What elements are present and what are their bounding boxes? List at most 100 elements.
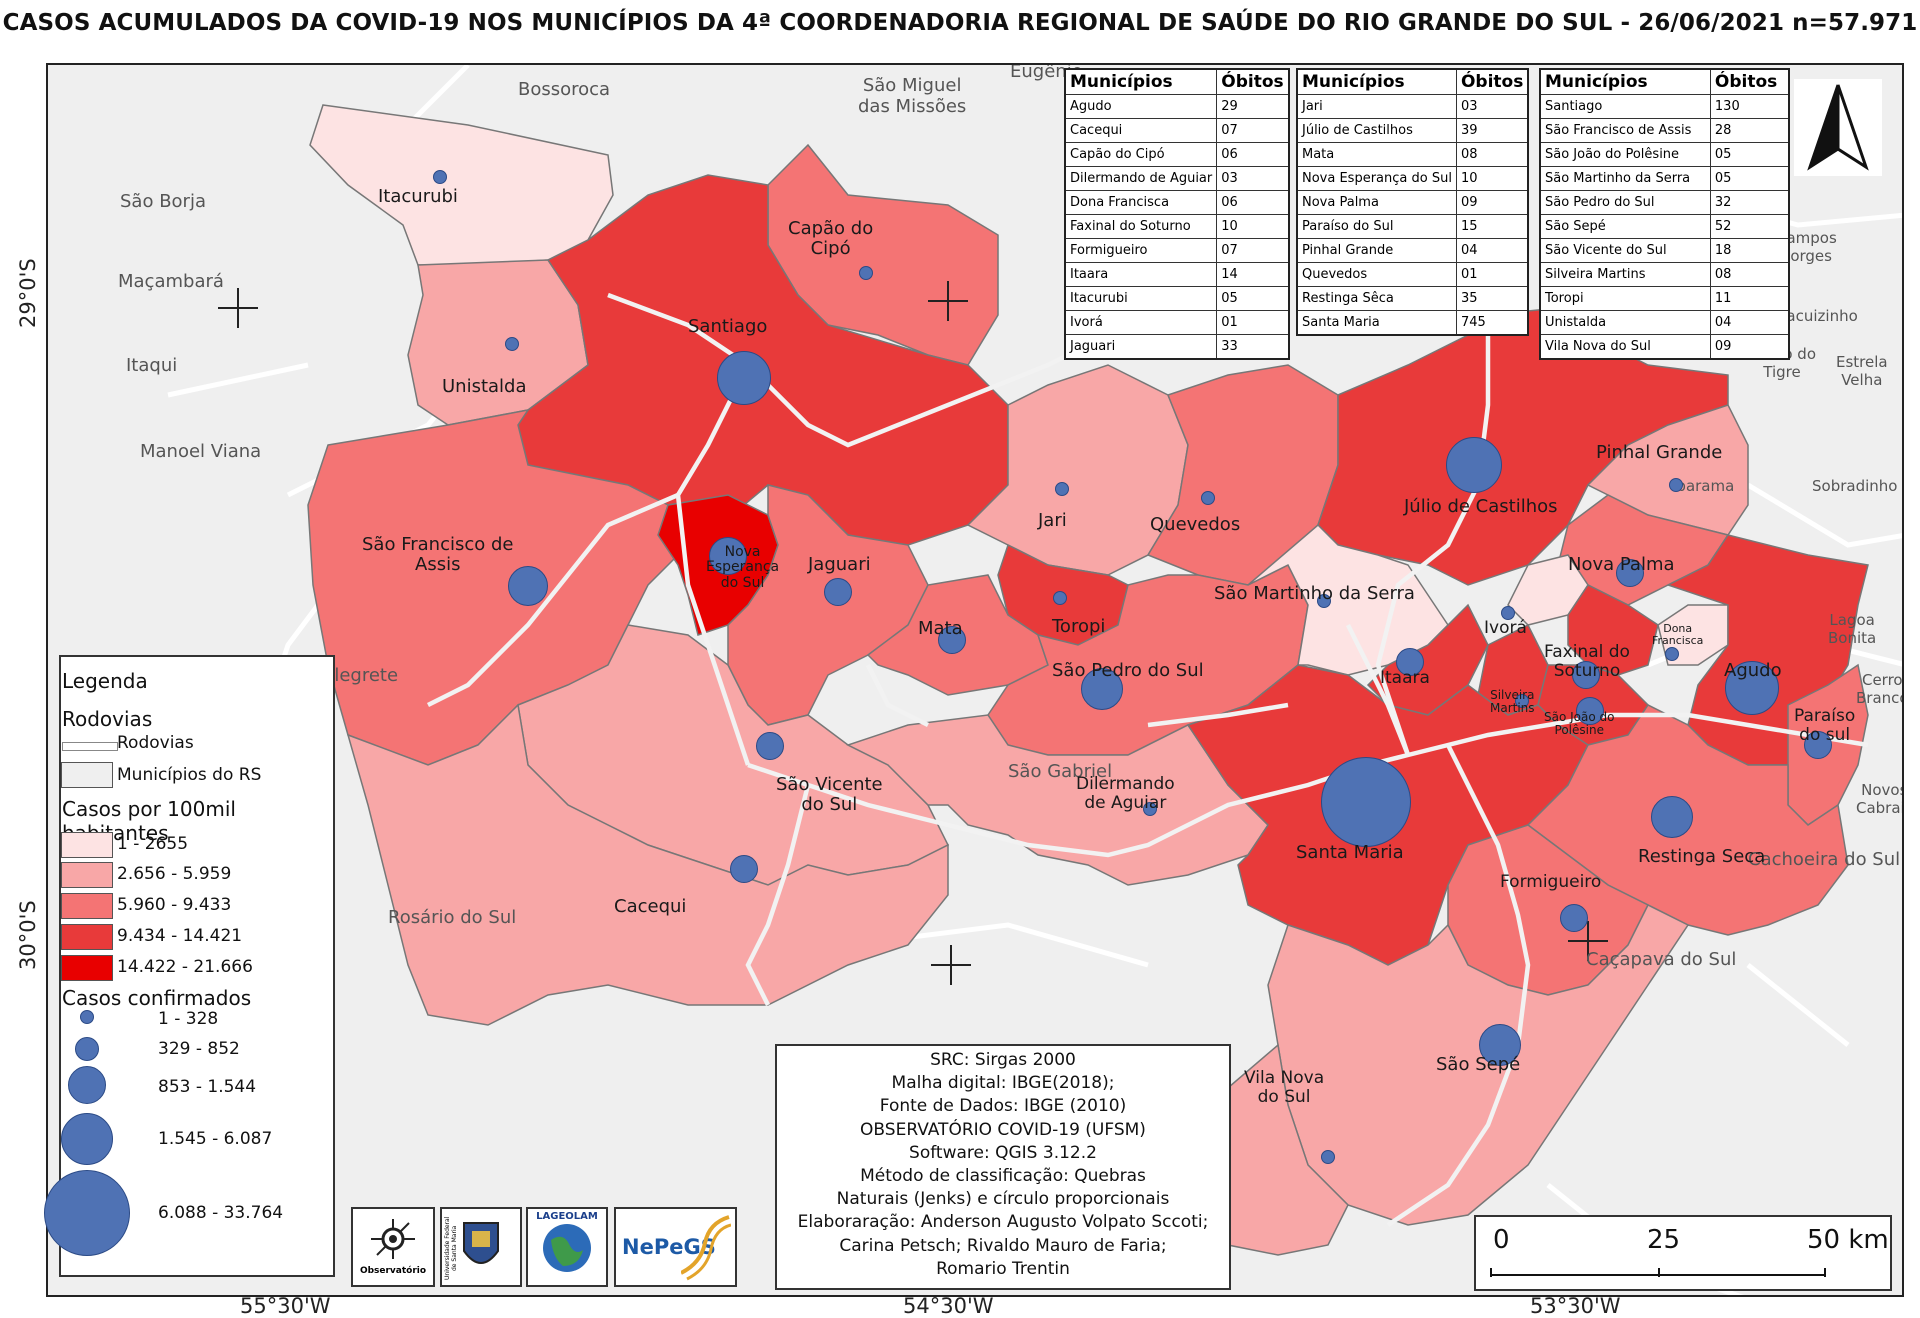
case-circle-marker[interactable] [756, 732, 784, 760]
table-cell-municipio: Nova Palma [1296, 190, 1457, 215]
legend-municipios-swatch [61, 762, 113, 788]
legend-class-label: 9.434 - 14.421 [117, 926, 243, 946]
case-circle-marker[interactable] [1804, 731, 1832, 759]
case-circle-marker[interactable] [1616, 559, 1644, 587]
scale-tick-50 [1824, 1268, 1826, 1277]
table-row: Pinhal Grande 04 [1296, 238, 1529, 263]
case-circle-marker[interactable] [1669, 478, 1683, 492]
municipio-dilermando-de-aguiar [846, 714, 1269, 886]
table-cell-obitos: 04 [1455, 238, 1529, 263]
table-cell-municipio: Itaara [1064, 262, 1218, 287]
case-circle-marker[interactable] [1317, 594, 1331, 608]
case-circle-marker[interactable] [1081, 668, 1123, 710]
table-cell-municipio: Itacurubi [1064, 286, 1218, 311]
table-cell-obitos: 05 [1709, 142, 1790, 167]
table-row: Toropi 11 [1539, 286, 1790, 311]
table-row: Nova Palma 09 [1296, 190, 1529, 215]
globe-icon [543, 1224, 591, 1272]
legend-class-swatch [61, 955, 113, 981]
table-row: Júlio de Castilhos 39 [1296, 118, 1529, 143]
legend-circle-label: 853 - 1.544 [158, 1077, 257, 1097]
table-row: Santiago 130 [1539, 94, 1790, 119]
municipality-label: Vila Nova do Sul [1244, 1068, 1325, 1107]
case-circle-marker[interactable] [1053, 591, 1067, 605]
choropleth-map[interactable] [48, 65, 1904, 1297]
case-circle-marker[interactable] [859, 266, 873, 280]
case-circle-marker[interactable] [1572, 661, 1600, 689]
case-circle-marker[interactable] [1515, 694, 1529, 708]
ufsm-crest-icon [463, 1222, 499, 1264]
table-cell-obitos: 06 [1216, 190, 1290, 215]
case-circle-marker[interactable] [505, 337, 519, 351]
case-circle-marker[interactable] [1321, 1150, 1335, 1164]
case-circle-marker[interactable] [1651, 796, 1693, 838]
case-circle-marker[interactable] [1725, 661, 1779, 715]
table-cell-municipio: Nova Esperança do Sul [1296, 166, 1457, 191]
municipality-label: Santa Maria [1296, 842, 1404, 863]
case-circle-marker[interactable] [1201, 491, 1215, 505]
table-cell-municipio: São Francisco de Assis [1539, 118, 1711, 143]
table-cell-obitos: 39 [1455, 118, 1529, 143]
case-circle-marker[interactable] [1501, 606, 1515, 620]
legend-circle [68, 1066, 106, 1104]
observatorio-logo-icon [371, 1219, 415, 1259]
table-cell-obitos: 32 [1709, 190, 1790, 215]
coord-lat-top: 29°0'S [16, 258, 40, 328]
metadata-line: Romario Trentin [936, 1258, 1070, 1279]
table-cell-municipio: Restinga Sêca [1296, 286, 1457, 311]
coord-lon-mid: 54°30'W [903, 1294, 993, 1318]
coord-lon-right: 53°30'W [1530, 1294, 1620, 1318]
table-cell-municipio: Formigueiro [1064, 238, 1218, 263]
legend-circle [80, 1010, 94, 1024]
case-circle-marker[interactable] [1055, 482, 1069, 496]
legend-circle [44, 1170, 130, 1256]
case-circle-marker[interactable] [938, 626, 966, 654]
table-cell-municipio: Agudo [1064, 94, 1218, 119]
municipalities[interactable] [307, 104, 1869, 1256]
legend-class-swatch [61, 893, 113, 919]
table-cell-obitos: 05 [1216, 286, 1290, 311]
table-cell-municipio: Silveira Martins [1539, 262, 1711, 287]
case-circle-marker[interactable] [1446, 437, 1502, 493]
table-header-municipios: Municípios [1539, 68, 1711, 95]
case-circle-marker[interactable] [508, 566, 548, 606]
case-circle-marker[interactable] [433, 170, 447, 184]
case-circle-marker[interactable] [1479, 1024, 1521, 1066]
table-row: Dilermando de Aguiar 03 [1064, 166, 1290, 191]
case-circle-marker[interactable] [1143, 802, 1157, 816]
legend-roads-item: Rodovias [117, 733, 194, 753]
table-cell-obitos: 10 [1216, 214, 1290, 239]
background-place-label: São Gabriel [1008, 761, 1113, 782]
background-place-label: Maçambará [118, 271, 224, 292]
table-cell-municipio: Júlio de Castilhos [1296, 118, 1457, 143]
table-row: Vila Nova do Sul 09 [1539, 334, 1790, 360]
case-circle-marker[interactable] [1576, 697, 1604, 725]
obitos-table-1: Municípios Óbitos Agudo 29 Cacequi 07 Capão … [1064, 68, 1290, 360]
municipio-itaara [1366, 603, 1489, 716]
case-circle-marker[interactable] [709, 537, 747, 575]
case-circle-marker[interactable] [824, 578, 852, 606]
municipality-label: Cacequi [614, 896, 687, 917]
legend-circle-label: 6.088 - 33.764 [158, 1203, 284, 1223]
case-circle-marker[interactable] [730, 855, 758, 883]
graticule [218, 281, 1608, 985]
table-row: Mata 08 [1296, 142, 1529, 167]
municipality-label: Itacurubi [378, 186, 458, 207]
background-place-label: São Miguel das Missões [858, 75, 967, 117]
background-place-label: São Borja [120, 191, 206, 212]
table-row: Dona Francisca 06 [1064, 190, 1290, 215]
table-cell-obitos: 745 [1455, 310, 1529, 336]
table-row: Quevedos 01 [1296, 262, 1529, 287]
case-circle-marker[interactable] [1321, 757, 1411, 847]
coord-lat-bottom: 30°0'S [16, 900, 40, 970]
municipality-label: Pinhal Grande [1596, 442, 1723, 463]
coord-lon-mid-text: 54°30'W [903, 1294, 994, 1318]
municipality-label: Dona Francisca [1652, 622, 1704, 648]
table-cell-municipio: Cacequi [1064, 118, 1218, 143]
nepegs-lines-icon [681, 1215, 731, 1281]
case-circle-marker[interactable] [1665, 647, 1679, 661]
case-circle-marker[interactable] [1560, 904, 1588, 932]
case-circle-marker[interactable] [1396, 648, 1424, 676]
case-circle-marker[interactable] [717, 351, 771, 405]
background-place-label: Lagoa Bonita [1828, 611, 1877, 647]
